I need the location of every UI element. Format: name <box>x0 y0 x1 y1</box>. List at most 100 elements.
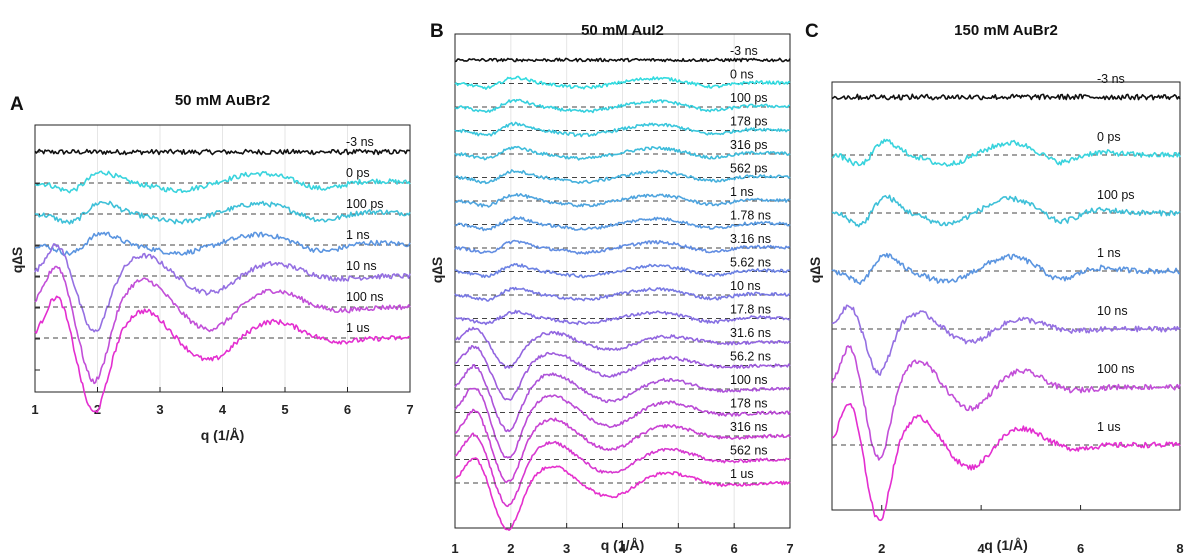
series-line <box>34 170 411 194</box>
series-line <box>454 75 791 90</box>
panel-letter: C <box>805 21 819 42</box>
series-line <box>34 148 411 156</box>
series-line <box>454 215 791 232</box>
series-line <box>34 243 411 333</box>
series-label: 178 ns <box>730 397 768 411</box>
series-label: 10 ns <box>346 259 377 273</box>
series-label: 1 us <box>1097 420 1121 434</box>
series-label: 1 ns <box>1097 246 1121 260</box>
series-line <box>831 252 1181 285</box>
x-tick-label: 2 <box>878 541 885 553</box>
series-line <box>832 403 1181 522</box>
plot-frame <box>831 81 1181 511</box>
series-line <box>831 304 1181 376</box>
x-tick-label: 5 <box>281 402 288 417</box>
series-label: 562 ps <box>730 162 768 176</box>
series-label: 3.16 ns <box>730 232 771 246</box>
series-label: 100 ns <box>730 373 768 387</box>
series-line <box>454 432 791 508</box>
series-label: 100 ns <box>346 290 384 304</box>
panel-title: 150 mM AuBr2 <box>954 22 1058 39</box>
series-label: 56.2 ns <box>730 350 771 364</box>
x-tick-label: 1 <box>451 541 458 553</box>
series-line <box>454 263 791 279</box>
series-label: 1 ns <box>730 185 754 199</box>
series-label: 0 ps <box>346 166 370 180</box>
series-line <box>454 145 791 161</box>
x-tick-label: 1 <box>31 402 38 417</box>
series-line <box>454 309 791 326</box>
series-line <box>454 169 791 185</box>
panel-C: 2 4 6 8 150 mM AuBr2 Cq (1/Å) q∆S -3 ns 0 ps 100 … <box>805 21 1184 553</box>
series-label: 10 ns <box>1097 304 1128 318</box>
series-line <box>454 345 791 401</box>
series-line <box>454 457 791 531</box>
series-label: 1 ns <box>346 228 370 242</box>
x-tick-label: 2 <box>94 402 101 417</box>
x-tick-label: 7 <box>406 402 413 417</box>
x-tick-label: 4 <box>978 541 986 553</box>
panel-letter: A <box>10 94 24 115</box>
series-line <box>831 138 1181 167</box>
series-line <box>34 200 411 225</box>
panel-letter: B <box>430 21 444 42</box>
panel-B: 1 2 3 4 5 6 7 50 mM AuI2 Bq (1/Å) q∆S -3 ns 0 ns 100… <box>429 21 794 553</box>
series-line <box>34 265 411 385</box>
series-label: 1 us <box>346 321 370 335</box>
y-axis-label: q∆S <box>807 257 823 283</box>
series-label: 1 us <box>730 467 754 481</box>
series-line <box>454 408 791 484</box>
series-label: 316 ns <box>730 420 768 434</box>
x-tick-label: 3 <box>156 402 163 417</box>
panel-A: 1 2 3 4 5 6 7 50 mM AuBr2 Aq (1/Å) q∆S -3 ns 0 ps 10… <box>9 92 414 443</box>
series-label: 5.62 ns <box>730 256 771 270</box>
x-axis-label: q (1/Å) <box>984 537 1028 553</box>
series-label: -3 ns <box>730 44 758 58</box>
series-line <box>454 192 791 208</box>
series-line <box>454 364 791 433</box>
series-label: 17.8 ns <box>730 303 771 317</box>
x-tick-label: 6 <box>344 402 351 417</box>
series-line <box>454 239 791 255</box>
series-label: 100 ps <box>1097 188 1135 202</box>
series-line <box>831 345 1181 461</box>
series-label: 562 ns <box>730 444 768 458</box>
series-label: 0 ps <box>1097 130 1121 144</box>
series-line <box>831 194 1181 228</box>
series-line <box>831 93 1181 101</box>
x-tick-label: 6 <box>1077 541 1084 553</box>
x-tick-label: 6 <box>731 541 738 553</box>
series-line <box>454 98 791 114</box>
series-label: 100 ps <box>346 197 384 211</box>
series-line <box>454 57 791 63</box>
series-label: -3 ns <box>346 135 374 149</box>
series-label: -3 ns <box>1097 72 1125 86</box>
series-label: 100 ns <box>1097 362 1135 376</box>
x-tick-label: 3 <box>563 541 570 553</box>
series-label: 10 ns <box>730 279 761 293</box>
series-label: 178 ps <box>730 115 768 129</box>
series-line <box>34 295 411 414</box>
series-label: 100 ps <box>730 91 768 105</box>
x-tick-label: 5 <box>675 541 682 553</box>
series-line <box>454 121 791 138</box>
series-line <box>35 231 411 256</box>
series-label: 1.78 ns <box>730 209 771 223</box>
y-axis-label: q∆S <box>429 257 445 283</box>
panel-title: 50 mM AuBr2 <box>175 92 270 109</box>
series-line <box>454 387 791 459</box>
x-tick-label: 8 <box>1176 541 1183 553</box>
x-axis-label: q (1/Å) <box>601 537 645 553</box>
y-axis-label: q∆S <box>9 247 25 273</box>
x-tick-label: 4 <box>219 402 227 417</box>
series-line <box>454 286 791 302</box>
x-tick-label: 2 <box>507 541 514 553</box>
x-tick-label: 7 <box>786 541 793 553</box>
series-label: 0 ns <box>730 68 754 82</box>
series-label: 31.6 ns <box>730 326 771 340</box>
x-tick-label: 4 <box>619 541 627 553</box>
series-label: 316 ps <box>730 138 768 152</box>
x-axis-label: q (1/Å) <box>201 427 245 443</box>
panel-title: 50 mM AuI2 <box>581 22 664 39</box>
